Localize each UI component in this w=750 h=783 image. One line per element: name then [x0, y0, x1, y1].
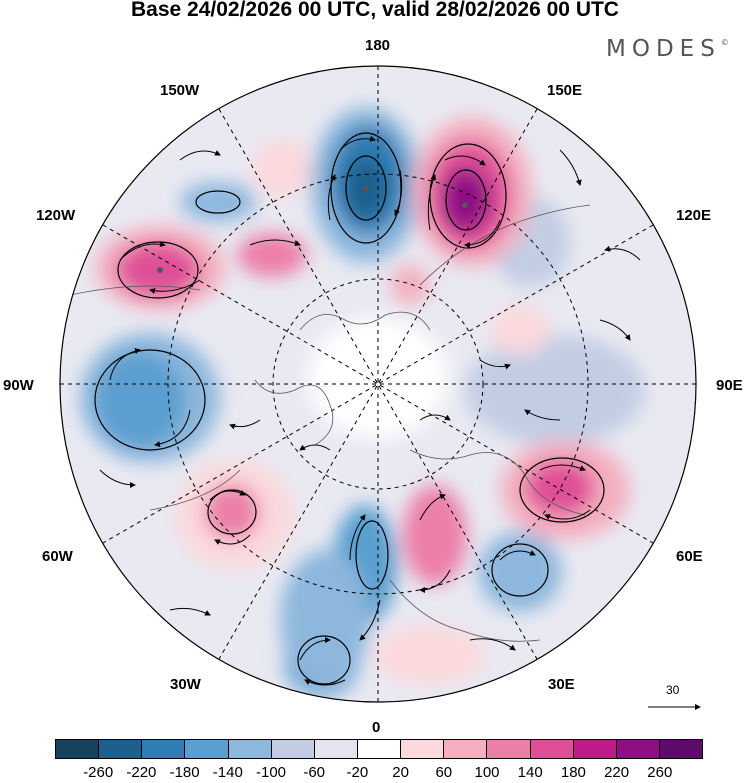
lon-label-60e: 60E: [676, 548, 703, 565]
colorbar-swatch: [573, 740, 617, 758]
colorbar-swatch: [401, 740, 445, 758]
lon-label-30e: 30E: [548, 676, 575, 693]
colorbar-tick-label: 60: [435, 764, 453, 781]
lon-label-120w: 120W: [36, 207, 76, 224]
colorbar-tick-label: 220: [604, 764, 630, 781]
colorbar-swatch: [314, 740, 358, 758]
colorbar-tick-label: 140: [517, 764, 543, 781]
graticule: [60, 66, 696, 702]
map-border: [59, 65, 697, 703]
colorbar-swatch: [444, 740, 488, 758]
lon-label-0: 0: [372, 719, 381, 736]
colorbar-swatch: [616, 740, 660, 758]
colorbar-tick-label: -220: [126, 764, 157, 781]
colorbar-tick-label: -20: [346, 764, 369, 781]
modes-logo: MODES©: [606, 36, 729, 62]
colorbar-swatch: [228, 740, 272, 758]
lon-label-60w: 60W: [42, 548, 73, 565]
colorbar-swatch: [659, 740, 703, 758]
lon-label-120e: 120E: [676, 207, 712, 224]
colorbar-swatch: [530, 740, 574, 758]
lon-label-150w: 150W: [160, 82, 200, 99]
lon-label-30w: 30W: [170, 676, 201, 693]
colorbar-swatch: [487, 740, 531, 758]
reference-vector-label: 30: [666, 683, 680, 697]
wind-vectors: [99, 135, 646, 686]
coastlines: [69, 204, 591, 642]
lon-label-150e: 150E: [547, 82, 583, 99]
colorbar-swatch: [142, 740, 186, 758]
colorbar-swatch: [99, 740, 143, 758]
brand-name: MODES: [606, 36, 721, 62]
lon-label-90e: 90E: [716, 377, 743, 394]
colorbar-tick-label: -60: [303, 764, 326, 781]
anomaly-centers: [157, 186, 468, 273]
lon-label-90w: 90W: [3, 377, 34, 394]
colorbar-tick-label: -260: [83, 764, 114, 781]
colorbar-tick-label: -140: [212, 764, 243, 781]
colorbar-tick-label: 180: [560, 764, 586, 781]
colorbar-tick-label: -180: [169, 764, 200, 781]
anomaly-field: [80, 107, 645, 697]
colorbar-swatch: [271, 740, 315, 758]
colorbar: [55, 739, 703, 759]
colorbar-tick-label: -100: [255, 764, 287, 781]
contours: [94, 132, 605, 685]
colorbar-tick-label: 260: [647, 764, 673, 781]
colorbar-swatch: [56, 740, 100, 758]
colorbar-tick-label: 20: [392, 764, 409, 781]
copyright-mark: ©: [720, 38, 729, 47]
colorbar-swatch: [185, 740, 229, 758]
map-title: Base 24/02/2026 00 UTC, valid 28/02/2026…: [131, 0, 619, 21]
lon-label-180: 180: [365, 37, 391, 54]
colorbar-tick-label: 100: [474, 764, 500, 781]
colorbar-swatch: [357, 740, 402, 758]
